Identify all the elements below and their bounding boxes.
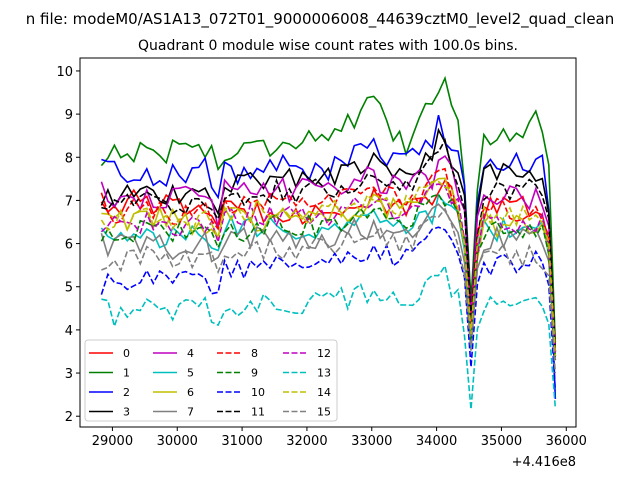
- legend-label-0: 0: [123, 347, 130, 360]
- legend-label-9: 9: [251, 367, 258, 380]
- series-line-1: [100, 75, 557, 343]
- x-tick-label: 31000: [221, 434, 262, 449]
- legend-label-8: 8: [251, 347, 258, 360]
- legend-label-1: 1: [123, 367, 130, 380]
- series-line-10: [100, 226, 557, 391]
- series-line-6: [101, 177, 557, 356]
- legend-label-15: 15: [317, 406, 331, 419]
- x-tick-label: 34000: [416, 434, 457, 449]
- legend-label-6: 6: [187, 386, 194, 399]
- series-line-2: [101, 115, 557, 399]
- series-line-11: [101, 137, 557, 352]
- x-tick-label: 32000: [286, 434, 327, 449]
- y-tick-label: 8: [65, 151, 73, 166]
- x-tick-label: 33000: [351, 434, 392, 449]
- y-tick-label: 9: [65, 108, 73, 123]
- legend-label-2: 2: [123, 386, 130, 399]
- x-axis-offset-label: +4.416e8: [512, 455, 576, 470]
- series-line-7: [100, 203, 557, 361]
- legend-label-5: 5: [187, 367, 194, 380]
- series-line-4: [100, 155, 557, 352]
- legend-label-11: 11: [251, 406, 265, 419]
- legend-label-12: 12: [317, 347, 331, 360]
- series-line-14: [100, 180, 557, 356]
- x-tick-label: 30000: [157, 434, 198, 449]
- x-tick-label: 29000: [92, 434, 133, 449]
- y-tick-label: 3: [65, 367, 73, 382]
- legend-box: [84, 339, 338, 422]
- y-tick-label: 2: [65, 410, 73, 425]
- plot-title: Quadrant 0 module wise count rates with …: [138, 38, 518, 54]
- series-line-12: [100, 183, 557, 356]
- legend-label-13: 13: [317, 367, 331, 380]
- y-axis: 2 3 4 5 6 7 8 9 10: [56, 65, 80, 425]
- plot-frame: [79, 57, 577, 428]
- x-axis: 29000 30000 31000 32000 33000 34000 35000 36000: [92, 427, 587, 449]
- series-line-9: [100, 193, 557, 361]
- figure-suptitle: n file: modeM0/AS1A13_072T01_9000006008_…: [26, 10, 615, 29]
- y-tick-label: 5: [65, 281, 73, 296]
- x-tick-label: 36000: [546, 434, 587, 449]
- y-tick-label: 7: [65, 194, 73, 209]
- series-layer: [100, 75, 557, 410]
- series-line-3: [100, 127, 557, 352]
- legend-label-10: 10: [251, 386, 265, 399]
- legend-label-3: 3: [123, 406, 130, 419]
- y-tick-label: 10: [56, 65, 73, 80]
- y-tick-label: 6: [65, 238, 73, 253]
- legend-label-14: 14: [317, 386, 331, 399]
- legend-label-7: 7: [187, 406, 194, 419]
- y-tick-label: 4: [65, 324, 73, 339]
- x-tick-label: 35000: [481, 434, 522, 449]
- legend-label-4: 4: [187, 347, 194, 360]
- series-line-8: [100, 167, 557, 352]
- series-line-13: [101, 263, 557, 410]
- series-line-15: [101, 207, 557, 374]
